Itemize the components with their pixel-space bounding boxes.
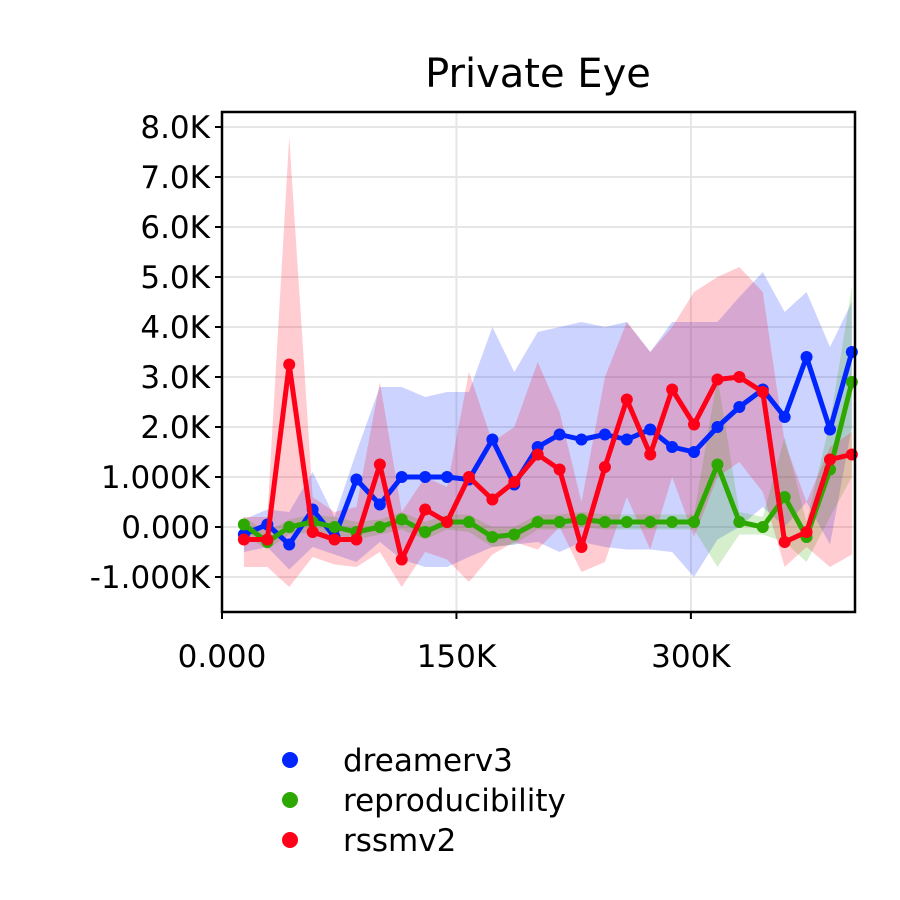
point-rssmv2 — [283, 358, 296, 371]
point-dreamerv3 — [711, 421, 724, 433]
point-reproducibility — [644, 516, 657, 528]
point-dreamerv3 — [441, 471, 454, 483]
point-reproducibility — [756, 521, 769, 533]
point-reproducibility — [486, 531, 499, 543]
point-reproducibility — [688, 516, 701, 528]
legend-label-dreamerv3: dreamerv3 — [343, 743, 513, 779]
point-dreamerv3 — [733, 401, 746, 413]
legend-label-rssmv2: rssmv2 — [343, 823, 456, 859]
point-dreamerv3 — [419, 471, 432, 483]
point-rssmv2 — [778, 536, 791, 548]
point-rssmv2 — [756, 386, 769, 398]
y-tick-label: 2.0K — [140, 410, 210, 446]
point-reproducibility — [598, 516, 611, 528]
point-rssmv2 — [531, 448, 544, 461]
legend-label-reproducibility: reproducibility — [343, 783, 566, 819]
point-reproducibility — [508, 528, 521, 541]
y-tick-label: 7.0K — [140, 160, 210, 196]
point-dreamerv3 — [553, 428, 566, 441]
point-reproducibility — [778, 491, 791, 503]
point-dreamerv3 — [823, 423, 836, 436]
y-tick-label: 6.0K — [140, 210, 210, 246]
point-rssmv2 — [419, 503, 432, 516]
point-rssmv2 — [644, 448, 657, 461]
point-dreamerv3 — [350, 473, 363, 486]
point-rssmv2 — [823, 453, 836, 466]
point-rssmv2 — [486, 493, 499, 506]
point-rssmv2 — [350, 533, 363, 546]
x-tick-label: 150K — [417, 639, 497, 675]
point-reproducibility — [711, 458, 724, 471]
point-rssmv2 — [306, 526, 319, 538]
y-tick-label: 0.000 — [121, 510, 210, 546]
point-rssmv2 — [711, 373, 724, 386]
plot-frame — [220, 110, 857, 614]
legend-marker-dreamerv3 — [282, 752, 298, 768]
point-rssmv2 — [733, 371, 746, 383]
band-reproducibility — [243, 287, 852, 567]
point-rssmv2 — [598, 461, 611, 473]
point-reproducibility — [328, 521, 341, 533]
point-dreamerv3 — [644, 423, 657, 436]
point-reproducibility — [419, 526, 432, 538]
point-reproducibility — [237, 518, 250, 531]
y-tick-label: 4.0K — [140, 310, 210, 346]
point-reproducibility — [531, 516, 544, 528]
legend-marker-reproducibility — [282, 792, 298, 808]
point-rssmv2 — [237, 533, 250, 546]
y-tick-label: 3.0K — [140, 360, 210, 396]
point-reproducibility — [283, 521, 296, 533]
y-tick-label: 1.000K — [101, 460, 211, 496]
point-rssmv2 — [666, 383, 679, 396]
point-reproducibility — [395, 513, 408, 526]
point-dreamerv3 — [800, 351, 813, 363]
point-rssmv2 — [800, 526, 813, 538]
confidence-bands — [243, 137, 852, 587]
line-reproducibility — [242, 381, 855, 545]
point-reproducibility — [575, 513, 588, 526]
x-tick-label: 0.000 — [178, 639, 267, 675]
series-lines — [237, 346, 858, 566]
point-dreamerv3 — [373, 498, 386, 511]
point-reproducibility — [666, 516, 679, 528]
y-tick-label: -1.000K — [90, 560, 211, 596]
point-dreamerv3 — [575, 433, 588, 446]
point-rssmv2 — [373, 458, 386, 471]
point-rssmv2 — [508, 476, 521, 488]
line-rssmv2 — [243, 362, 853, 562]
x-tick-label: 300K — [651, 639, 731, 675]
point-rssmv2 — [462, 471, 475, 483]
point-rssmv2 — [620, 393, 633, 406]
point-dreamerv3 — [486, 433, 499, 446]
chart-title: Private Eye — [425, 51, 651, 97]
line-dreamerv3 — [242, 351, 855, 547]
point-dreamerv3 — [283, 538, 296, 551]
y-tick-label: 8.0K — [140, 110, 210, 146]
legend: dreamerv3 reproducibility rssmv2 — [282, 743, 566, 859]
point-rssmv2 — [575, 541, 588, 553]
band-rssmv2 — [243, 137, 852, 587]
point-reproducibility — [733, 516, 746, 528]
point-reproducibility — [553, 516, 566, 528]
point-dreamerv3 — [778, 411, 791, 423]
point-rssmv2 — [553, 463, 566, 476]
point-dreamerv3 — [395, 471, 408, 483]
point-rssmv2 — [688, 418, 701, 431]
point-reproducibility — [462, 516, 475, 528]
axis-ticks: 0.000 150K 300K -1.000K 0.000 1.000K 2.0K 3.0K 4… — [90, 110, 732, 675]
band-dreamerv3 — [243, 272, 852, 577]
point-dreamerv3 — [620, 433, 633, 446]
point-rssmv2 — [328, 533, 341, 546]
point-reproducibility — [373, 521, 386, 533]
point-dreamerv3 — [598, 428, 611, 441]
point-dreamerv3 — [688, 446, 701, 458]
point-rssmv2 — [261, 533, 274, 546]
point-rssmv2 — [441, 516, 454, 528]
point-dreamerv3 — [666, 441, 679, 453]
point-rssmv2 — [395, 553, 408, 566]
point-reproducibility — [620, 516, 633, 528]
legend-marker-rssmv2 — [282, 832, 298, 848]
y-tick-label: 5.0K — [140, 260, 210, 296]
